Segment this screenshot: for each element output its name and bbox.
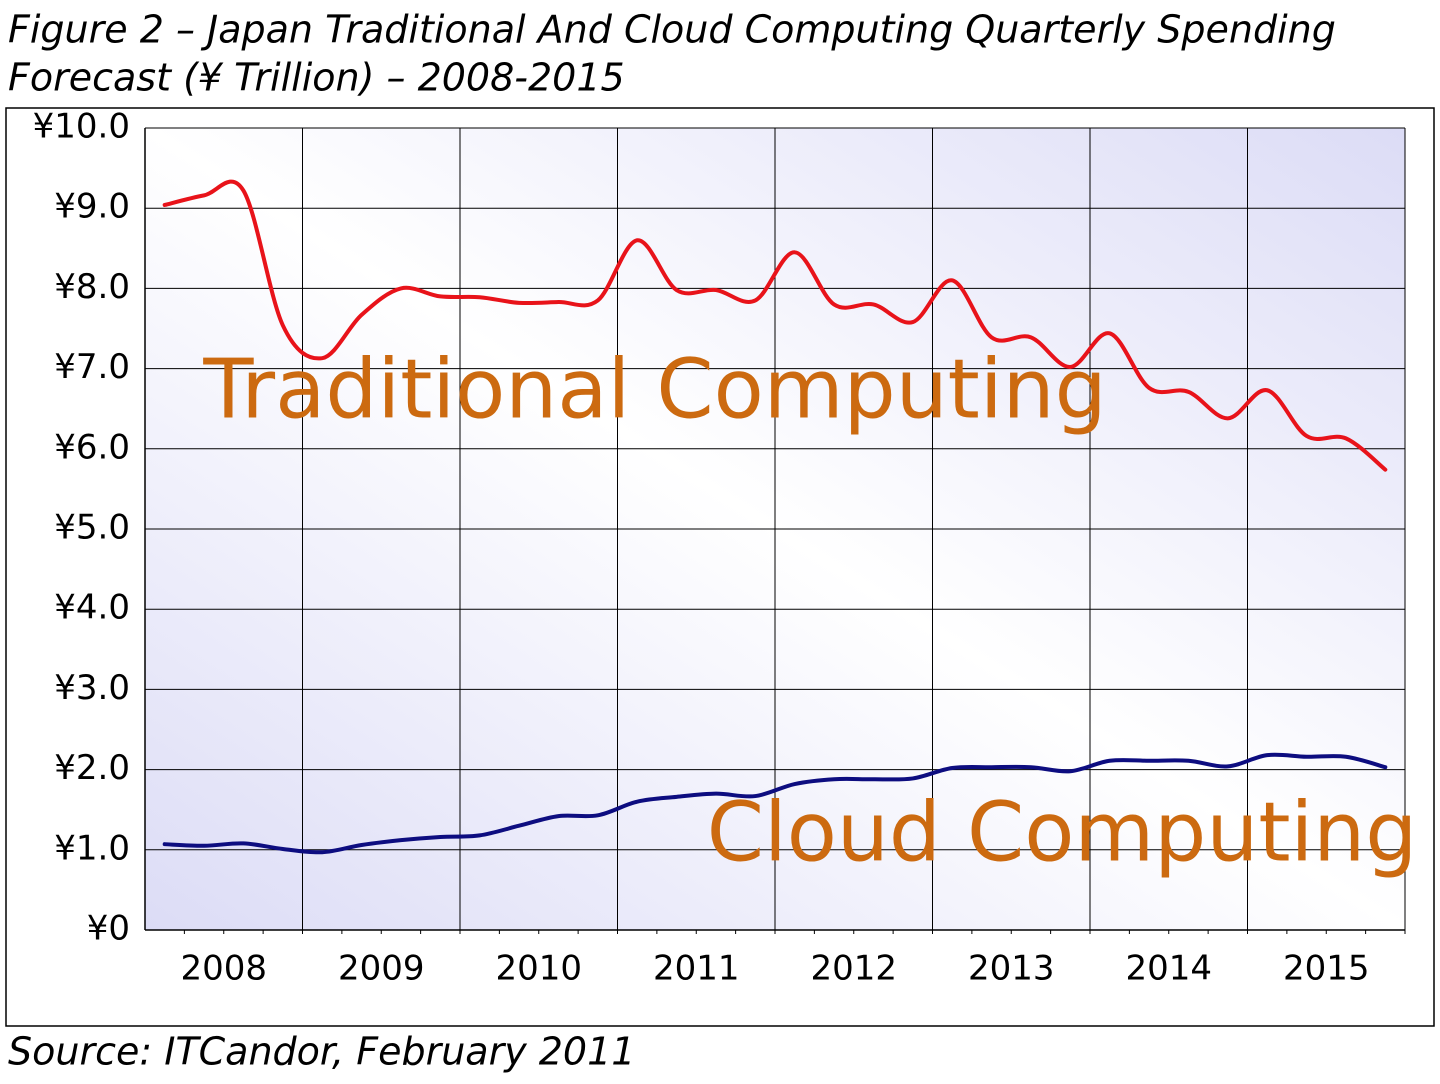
y-tick-label: ¥4.0 bbox=[54, 588, 130, 628]
x-tick-label: 2015 bbox=[1283, 949, 1370, 989]
x-tick-label: 2011 bbox=[653, 949, 740, 989]
y-tick-label: ¥5.0 bbox=[54, 508, 130, 548]
chart-frame bbox=[5, 107, 1435, 1027]
y-tick-label: ¥3.0 bbox=[54, 668, 130, 708]
series-line bbox=[162, 752, 1388, 855]
y-tick-label: ¥0 bbox=[87, 909, 130, 949]
y-tick-label: ¥2.0 bbox=[54, 748, 130, 788]
series-label: Traditional Computing bbox=[202, 342, 1106, 437]
x-tick-label: 2014 bbox=[1125, 949, 1212, 989]
series-label: Cloud Computing bbox=[707, 785, 1418, 880]
y-tick-label: ¥6.0 bbox=[54, 427, 130, 467]
y-tick-label: ¥7.0 bbox=[54, 347, 130, 387]
x-tick-label: 2012 bbox=[810, 949, 897, 989]
y-tick-label: ¥1.0 bbox=[54, 828, 130, 868]
chart-title: Forecast (¥ Trillion) – 2008-2015 bbox=[8, 56, 625, 100]
x-tick-label: 2013 bbox=[968, 949, 1055, 989]
y-tick-label: ¥10.0 bbox=[33, 107, 130, 147]
y-tick-label: ¥8.0 bbox=[54, 267, 130, 307]
series-line bbox=[162, 179, 1388, 472]
x-tick-label: 2009 bbox=[338, 949, 425, 989]
y-tick-label: ¥9.0 bbox=[54, 187, 130, 227]
source-note: Source: ITCandor, February 2011 bbox=[8, 1030, 635, 1074]
x-tick-label: 2008 bbox=[180, 949, 267, 989]
x-tick-label: 2010 bbox=[495, 949, 582, 989]
chart-title: Figure 2 – Japan Traditional And Cloud C… bbox=[8, 8, 1336, 52]
